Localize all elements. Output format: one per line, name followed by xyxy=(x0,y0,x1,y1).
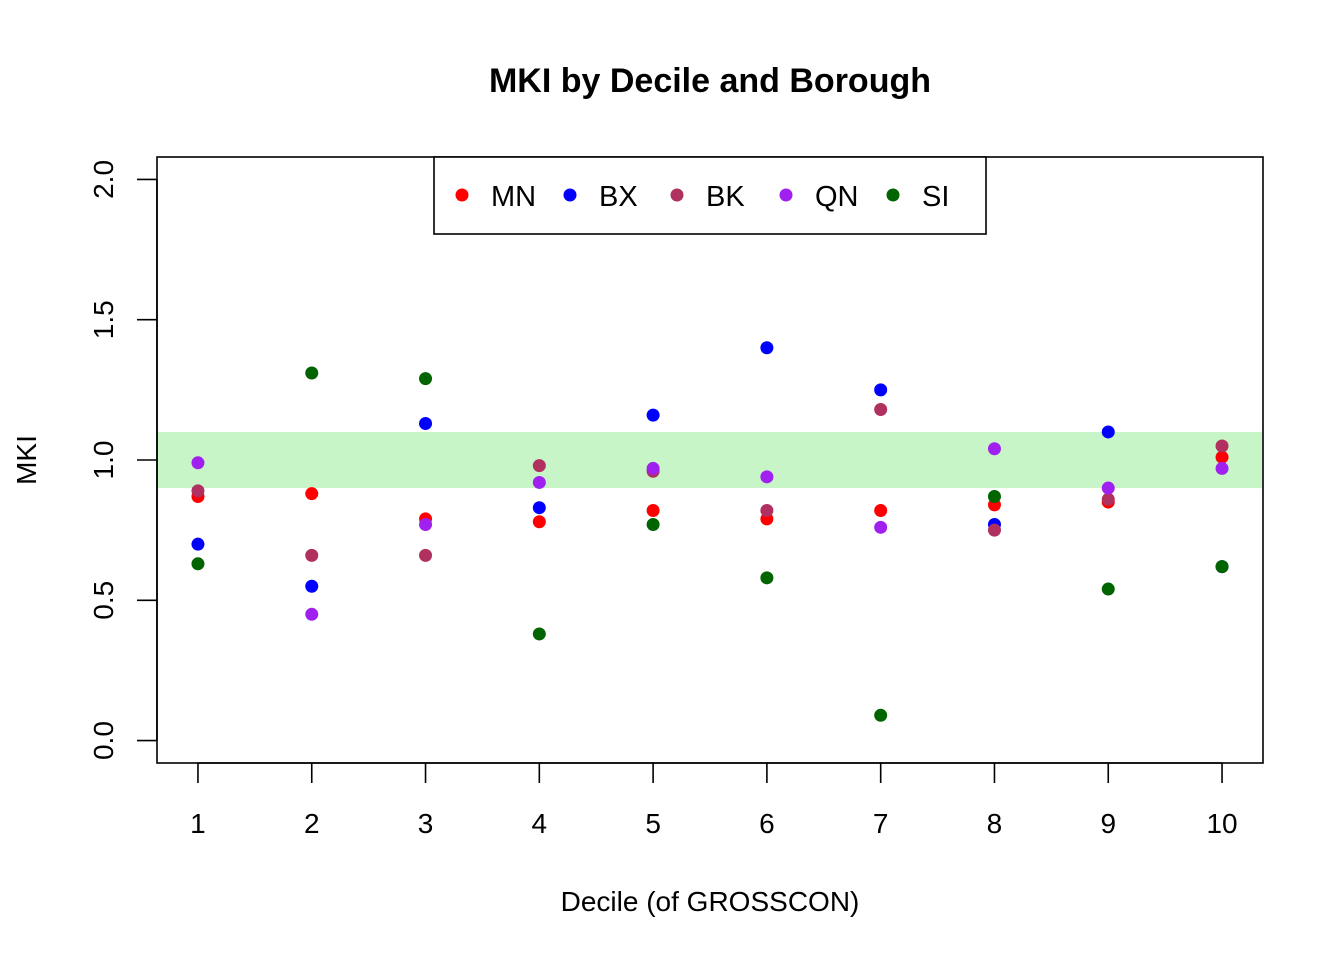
data-point-qn xyxy=(532,475,546,489)
data-point-bk xyxy=(987,523,1001,537)
data-point-qn xyxy=(874,520,888,534)
legend-label-bk: BK xyxy=(706,181,745,213)
legend-label-qn: QN xyxy=(815,181,859,213)
legend-marker-qn xyxy=(779,188,793,202)
x-tick-label: 5 xyxy=(645,808,661,839)
x-tick-label: 9 xyxy=(1100,808,1116,839)
data-point-qn xyxy=(987,442,1001,456)
data-point-qn xyxy=(1101,481,1115,495)
data-point-qn xyxy=(419,518,433,532)
data-point-si xyxy=(646,518,660,532)
legend-item-mn: MN xyxy=(455,181,536,213)
y-axis-label: MKI xyxy=(11,435,42,485)
legend-label-mn: MN xyxy=(491,181,536,213)
y-tick-label: 1.0 xyxy=(88,441,119,480)
legend: MN BX BK QN SI xyxy=(433,156,987,235)
legend-marker-si xyxy=(886,188,900,202)
x-tick-label: 10 xyxy=(1206,808,1237,839)
x-tick-label: 7 xyxy=(873,808,889,839)
data-point-qn xyxy=(1215,461,1229,475)
data-point-bk xyxy=(305,548,319,562)
x-tick-label: 2 xyxy=(304,808,320,839)
data-point-si xyxy=(874,708,888,722)
series-qn xyxy=(191,442,1229,621)
x-axis-label: Decile (of GROSSCON) xyxy=(561,886,860,917)
chart-title: MKI by Decile and Borough xyxy=(489,62,931,100)
data-point-bk xyxy=(874,403,888,416)
data-point-bk xyxy=(532,459,546,473)
data-point-bk xyxy=(1101,492,1115,506)
data-point-bx xyxy=(532,501,546,515)
data-point-qn xyxy=(191,456,205,470)
y-tick-label: 1.5 xyxy=(88,300,119,339)
data-point-si xyxy=(760,571,774,585)
data-point-mn xyxy=(1215,450,1229,464)
data-point-si xyxy=(191,557,205,571)
legend-item-bx: BX xyxy=(563,181,638,213)
reference-band-layer xyxy=(158,431,1262,489)
y-tick-label: 0.0 xyxy=(88,721,119,760)
legend-item-si: SI xyxy=(886,181,949,213)
data-point-bx xyxy=(760,341,774,355)
data-point-si xyxy=(419,372,433,386)
data-point-mn xyxy=(532,515,546,529)
data-point-bk xyxy=(760,504,774,517)
data-point-mn xyxy=(646,504,660,517)
legend-marker-bk xyxy=(670,188,684,202)
legend-marker-mn xyxy=(455,188,469,202)
legend-item-bk: BK xyxy=(670,181,745,213)
x-axis: 1 2 3 4 5 6 7 8 9 10 xyxy=(190,762,1238,839)
data-point-bx xyxy=(646,408,660,422)
data-point-bk xyxy=(1215,439,1229,453)
x-tick-label: 3 xyxy=(418,808,434,839)
data-point-bx xyxy=(1101,425,1115,439)
y-tick-label: 0.5 xyxy=(88,581,119,620)
x-tick-label: 6 xyxy=(759,808,775,839)
data-point-qn xyxy=(646,461,660,475)
data-point-si xyxy=(1101,582,1115,596)
legend-label-bx: BX xyxy=(599,181,638,213)
data-point-si xyxy=(1215,560,1229,574)
legend-marker-bx xyxy=(563,188,577,202)
y-axis: 0.0 0.5 1.0 1.5 2.0 xyxy=(88,160,158,760)
data-point-si xyxy=(305,366,319,380)
x-tick-label: 4 xyxy=(532,808,548,839)
series-si xyxy=(191,366,1229,722)
data-point-bx xyxy=(191,537,205,551)
reference-band xyxy=(158,431,1262,489)
data-point-bk xyxy=(419,548,433,562)
data-point-si xyxy=(532,627,546,641)
data-points-layer xyxy=(191,341,1229,722)
data-point-si xyxy=(987,489,1001,503)
y-tick-label: 2.0 xyxy=(88,160,119,199)
legend-label-si: SI xyxy=(922,181,949,213)
x-tick-label: 8 xyxy=(987,808,1003,839)
data-point-mn xyxy=(305,487,319,501)
data-point-bx xyxy=(419,417,433,431)
data-point-mn xyxy=(874,504,888,517)
x-tick-label: 1 xyxy=(190,808,206,839)
data-point-qn xyxy=(305,607,319,621)
data-point-bx xyxy=(874,383,888,397)
data-point-bx xyxy=(305,579,319,593)
data-point-bk xyxy=(191,484,205,498)
legend-item-qn: QN xyxy=(779,181,859,213)
data-point-qn xyxy=(760,470,774,484)
